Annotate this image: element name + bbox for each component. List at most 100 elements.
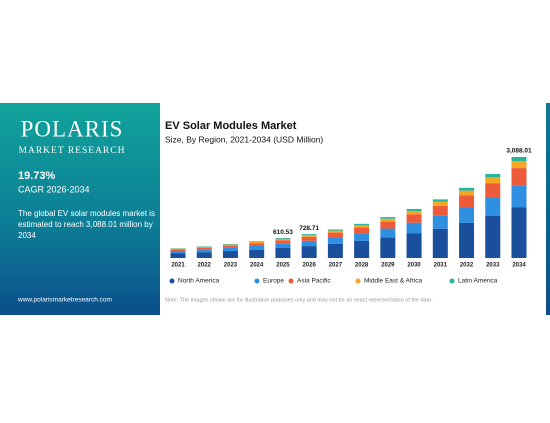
bar-segment <box>171 249 186 250</box>
bar-segment <box>249 250 264 258</box>
bar-segment <box>407 211 422 214</box>
bar-segment <box>354 241 369 258</box>
bar-segment <box>433 206 448 216</box>
cagr-label: CAGR 2026-2034 <box>18 184 90 194</box>
bar-segment <box>485 216 500 258</box>
legend-marker <box>356 279 361 284</box>
x-tick-label: 2022 <box>198 263 212 269</box>
bar-segment <box>302 246 317 258</box>
bar-segment <box>485 183 500 197</box>
x-tick-label: 2029 <box>381 263 395 269</box>
bar-segment <box>485 174 500 177</box>
cagr: 19.73% <box>18 170 56 182</box>
bar-segment <box>407 223 422 234</box>
bar-segment <box>459 191 474 196</box>
bar-segment <box>171 249 186 251</box>
bar-segment <box>407 234 422 258</box>
bar-segment <box>171 251 186 253</box>
bar-segment <box>249 241 264 242</box>
bar-segment <box>302 241 317 246</box>
total-label: 3,088.01 <box>506 148 532 155</box>
x-tick-label: 2027 <box>329 263 343 269</box>
bar-segment <box>512 185 527 207</box>
bar-segment <box>380 238 395 258</box>
legend-label: North America <box>178 278 220 285</box>
description: The global EV solar modules market is es… <box>18 208 156 241</box>
bar-segment <box>275 239 290 240</box>
bar-segment <box>512 157 527 161</box>
brand: POLARIS <box>21 116 124 141</box>
bar-segment <box>197 248 212 250</box>
bar-segment <box>433 202 448 206</box>
bar-segment <box>380 219 395 222</box>
bar-segment <box>223 246 238 248</box>
x-tick-label: 2024 <box>250 263 264 269</box>
chart-title: EV Solar Modules Market <box>165 120 297 132</box>
bar-segment <box>512 207 527 258</box>
bar-segment <box>485 197 500 216</box>
description-box: The global EV solar modules market is es… <box>18 208 156 252</box>
legend-marker <box>450 279 455 284</box>
legend-label: Middle East & Africa <box>364 278 423 285</box>
bar-segment <box>275 248 290 258</box>
legend-marker <box>255 279 260 284</box>
bar-segment <box>275 238 290 239</box>
x-tick-label: 2031 <box>434 263 448 269</box>
legend-label: Asia Pacific <box>297 278 331 285</box>
bar-segment <box>354 228 369 234</box>
bar-segment <box>380 222 395 229</box>
x-tick-label: 2033 <box>486 263 500 269</box>
bar-segment <box>197 247 212 248</box>
x-tick-label: 2021 <box>171 263 185 269</box>
bar-segment <box>380 217 395 219</box>
x-tick-label: 2025 <box>276 263 290 269</box>
bar-segment <box>328 233 343 238</box>
bar-segment <box>407 214 422 222</box>
x-tick-label: 2030 <box>407 263 421 269</box>
bar-segment <box>433 229 448 258</box>
legend-marker <box>170 279 175 284</box>
x-tick-label: 2023 <box>224 263 238 269</box>
bar-segment <box>249 243 264 246</box>
bar-segment <box>171 253 186 258</box>
x-tick-label: 2032 <box>460 263 474 269</box>
x-tick-label: 2028 <box>355 263 369 269</box>
bar-segment <box>197 250 212 253</box>
total-label: 728.71 <box>299 225 319 232</box>
bar-segment <box>407 209 422 211</box>
bar-segment <box>485 177 500 183</box>
legend-label: Europe <box>263 278 284 285</box>
website: www.polarismarketresearch.com <box>17 297 112 304</box>
legend-marker <box>289 279 294 284</box>
bar-segment <box>249 246 264 250</box>
bar-segment <box>459 196 474 208</box>
bar-segment <box>354 233 369 241</box>
bar-segment <box>512 161 527 168</box>
bar-segment <box>354 224 369 225</box>
bar-segment <box>328 229 343 230</box>
bar-segment <box>328 244 343 258</box>
bar-segment <box>223 248 238 251</box>
bar-segment <box>197 252 212 258</box>
bar-segment <box>275 240 290 243</box>
bar-segment <box>328 237 343 243</box>
bar-segment <box>433 199 448 201</box>
bar-segment <box>223 244 238 245</box>
bar-segment <box>433 216 448 229</box>
total-label: 610.53 <box>273 229 293 236</box>
bar-segment <box>459 207 474 222</box>
bar-segment <box>354 225 369 227</box>
x-tick-label: 2026 <box>302 263 316 269</box>
bar-segment <box>223 245 238 246</box>
chart-subtitle: Size, By Region, 2021-2034 (USD Million) <box>165 134 323 144</box>
note: Note: The images shown are for illustrat… <box>165 297 433 303</box>
legend-label: Latin America <box>458 278 498 285</box>
bar-segment <box>223 251 238 258</box>
bar-segment <box>328 231 343 233</box>
x-tick-label: 2034 <box>512 263 526 269</box>
bar-segment <box>302 234 317 235</box>
bar-segment <box>380 229 395 238</box>
bar-segment <box>459 188 474 191</box>
